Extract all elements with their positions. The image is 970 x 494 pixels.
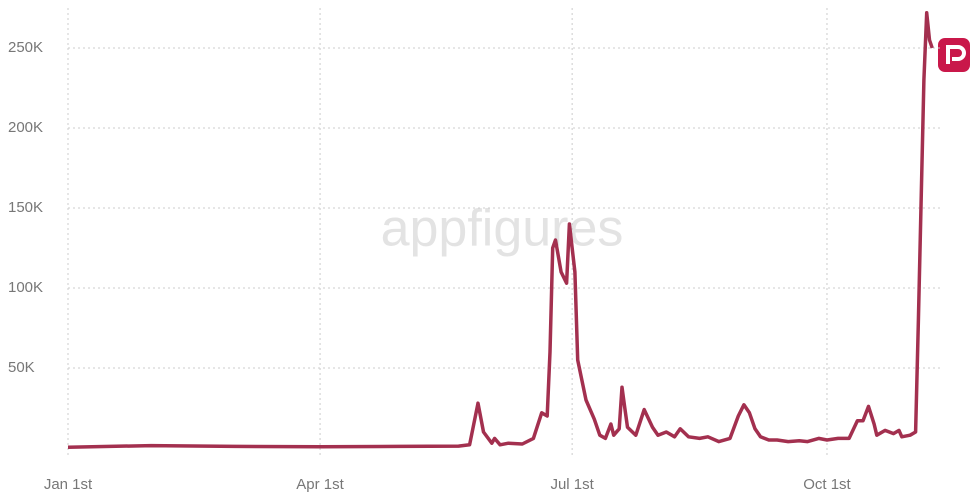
y-tick-label: 250K [8, 39, 43, 56]
y-tick-label: 100K [8, 279, 43, 296]
y-tick-label: 150K [8, 199, 43, 216]
x-tick-label: Jul 1st [550, 476, 594, 493]
watermark: appfigures [381, 200, 624, 258]
y-tick-label: 50K [8, 359, 35, 376]
x-tick-label: Jan 1st [44, 476, 93, 493]
x-tick-label: Oct 1st [803, 476, 851, 493]
app-icon [938, 38, 970, 72]
x-tick-label: Apr 1st [296, 476, 344, 493]
y-tick-label: 200K [8, 119, 43, 136]
line [67, 11, 934, 449]
